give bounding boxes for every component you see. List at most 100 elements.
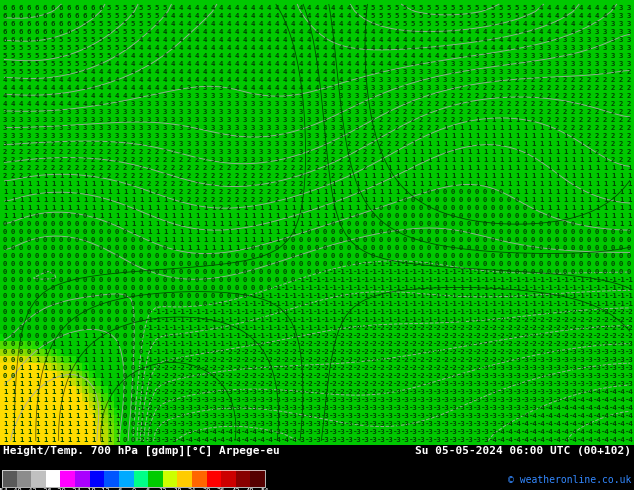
- Text: 1: 1: [587, 181, 591, 187]
- Text: -2: -2: [617, 317, 625, 323]
- Text: 4: 4: [299, 37, 303, 43]
- Text: 0: 0: [275, 277, 279, 283]
- Text: -3: -3: [449, 389, 457, 395]
- Text: 0: 0: [155, 301, 159, 307]
- Text: -1: -1: [505, 301, 514, 307]
- Text: 1: 1: [259, 205, 263, 211]
- Text: 5: 5: [11, 45, 15, 51]
- Text: -2: -2: [321, 333, 330, 339]
- Text: -1: -1: [353, 317, 361, 323]
- Text: 0: 0: [587, 269, 591, 275]
- Text: 3: 3: [395, 93, 399, 99]
- Text: 3: 3: [315, 125, 319, 131]
- Text: 2: 2: [355, 133, 359, 139]
- Text: -1: -1: [288, 301, 297, 307]
- Text: -2: -2: [465, 349, 474, 355]
- Text: 1: 1: [275, 205, 279, 211]
- Text: -1: -1: [177, 317, 185, 323]
- Text: -3: -3: [465, 429, 474, 435]
- Text: -1: -1: [304, 317, 313, 323]
- Text: 4: 4: [131, 77, 135, 83]
- Text: 0: 0: [443, 229, 447, 235]
- Text: 4: 4: [539, 37, 543, 43]
- Text: 1: 1: [3, 397, 7, 403]
- Text: 4: 4: [139, 61, 143, 67]
- Text: 1: 1: [11, 405, 15, 411]
- Text: -3: -3: [273, 389, 281, 395]
- Text: 2: 2: [195, 197, 199, 203]
- Text: -1: -1: [449, 301, 457, 307]
- Text: 2: 2: [67, 149, 71, 155]
- Text: 4: 4: [355, 45, 359, 51]
- Text: 0: 0: [75, 285, 79, 291]
- Text: 1: 1: [59, 365, 63, 371]
- Text: 4: 4: [547, 13, 551, 19]
- Text: 2: 2: [451, 117, 455, 123]
- Text: 2: 2: [483, 101, 487, 107]
- Text: 3: 3: [171, 101, 175, 107]
- Text: 2: 2: [75, 157, 79, 163]
- Text: 0: 0: [11, 325, 15, 331]
- Text: 1: 1: [259, 229, 263, 235]
- Text: -2: -2: [481, 357, 489, 363]
- Text: 0: 0: [378, 253, 383, 259]
- Text: 0: 0: [27, 221, 31, 227]
- Text: 0: 0: [267, 261, 271, 267]
- Text: -1: -1: [577, 277, 585, 283]
- Text: 2: 2: [499, 101, 503, 107]
- Text: -4: -4: [617, 413, 625, 419]
- Text: 4: 4: [299, 53, 303, 59]
- Text: 4: 4: [547, 37, 551, 43]
- Text: -3: -3: [521, 397, 529, 403]
- Text: 2: 2: [299, 189, 303, 195]
- Text: 0: 0: [227, 277, 231, 283]
- Text: -3: -3: [513, 397, 521, 403]
- Text: 1: 1: [331, 181, 335, 187]
- Text: -2: -2: [409, 333, 417, 339]
- Text: 0: 0: [147, 269, 151, 275]
- Text: 4: 4: [339, 21, 343, 27]
- Text: 1: 1: [59, 205, 63, 211]
- Text: -3: -3: [304, 437, 313, 443]
- Text: 0: 0: [67, 237, 71, 243]
- Text: -1: -1: [529, 293, 538, 299]
- Text: 1: 1: [19, 381, 23, 387]
- Text: 4: 4: [371, 21, 375, 27]
- Text: 3: 3: [227, 109, 231, 115]
- Text: 3: 3: [595, 53, 599, 59]
- Text: -3: -3: [585, 349, 593, 355]
- Text: 5: 5: [91, 29, 95, 35]
- Text: -3: -3: [401, 413, 410, 419]
- Text: 0: 0: [299, 253, 303, 259]
- Text: 3: 3: [547, 45, 551, 51]
- Text: -2: -2: [441, 365, 450, 371]
- Text: 3: 3: [251, 117, 256, 123]
- Text: -3: -3: [513, 373, 521, 379]
- Text: 4: 4: [147, 85, 151, 91]
- Text: -3: -3: [368, 413, 377, 419]
- Text: -3: -3: [481, 413, 489, 419]
- Text: 0: 0: [99, 237, 103, 243]
- Text: 0: 0: [307, 237, 311, 243]
- Text: 0: 0: [387, 253, 391, 259]
- Text: -3: -3: [153, 413, 162, 419]
- Text: 3: 3: [243, 109, 247, 115]
- Text: 3: 3: [427, 61, 431, 67]
- Text: 1: 1: [115, 365, 119, 371]
- Text: -3: -3: [536, 357, 545, 363]
- Text: 4: 4: [283, 61, 287, 67]
- Text: 3: 3: [83, 117, 87, 123]
- Text: -1: -1: [609, 277, 618, 283]
- Text: 0: 0: [419, 205, 423, 211]
- Text: -3: -3: [432, 437, 441, 443]
- Text: 1: 1: [515, 157, 519, 163]
- Text: 3: 3: [99, 109, 103, 115]
- Text: -4: -4: [600, 421, 609, 427]
- Text: -1: -1: [241, 333, 249, 339]
- Text: 3: 3: [355, 125, 359, 131]
- Text: 0: 0: [443, 253, 447, 259]
- Text: 5: 5: [3, 53, 7, 59]
- Text: 0: 0: [19, 285, 23, 291]
- Text: 1: 1: [251, 237, 256, 243]
- Text: 0: 0: [147, 293, 151, 299]
